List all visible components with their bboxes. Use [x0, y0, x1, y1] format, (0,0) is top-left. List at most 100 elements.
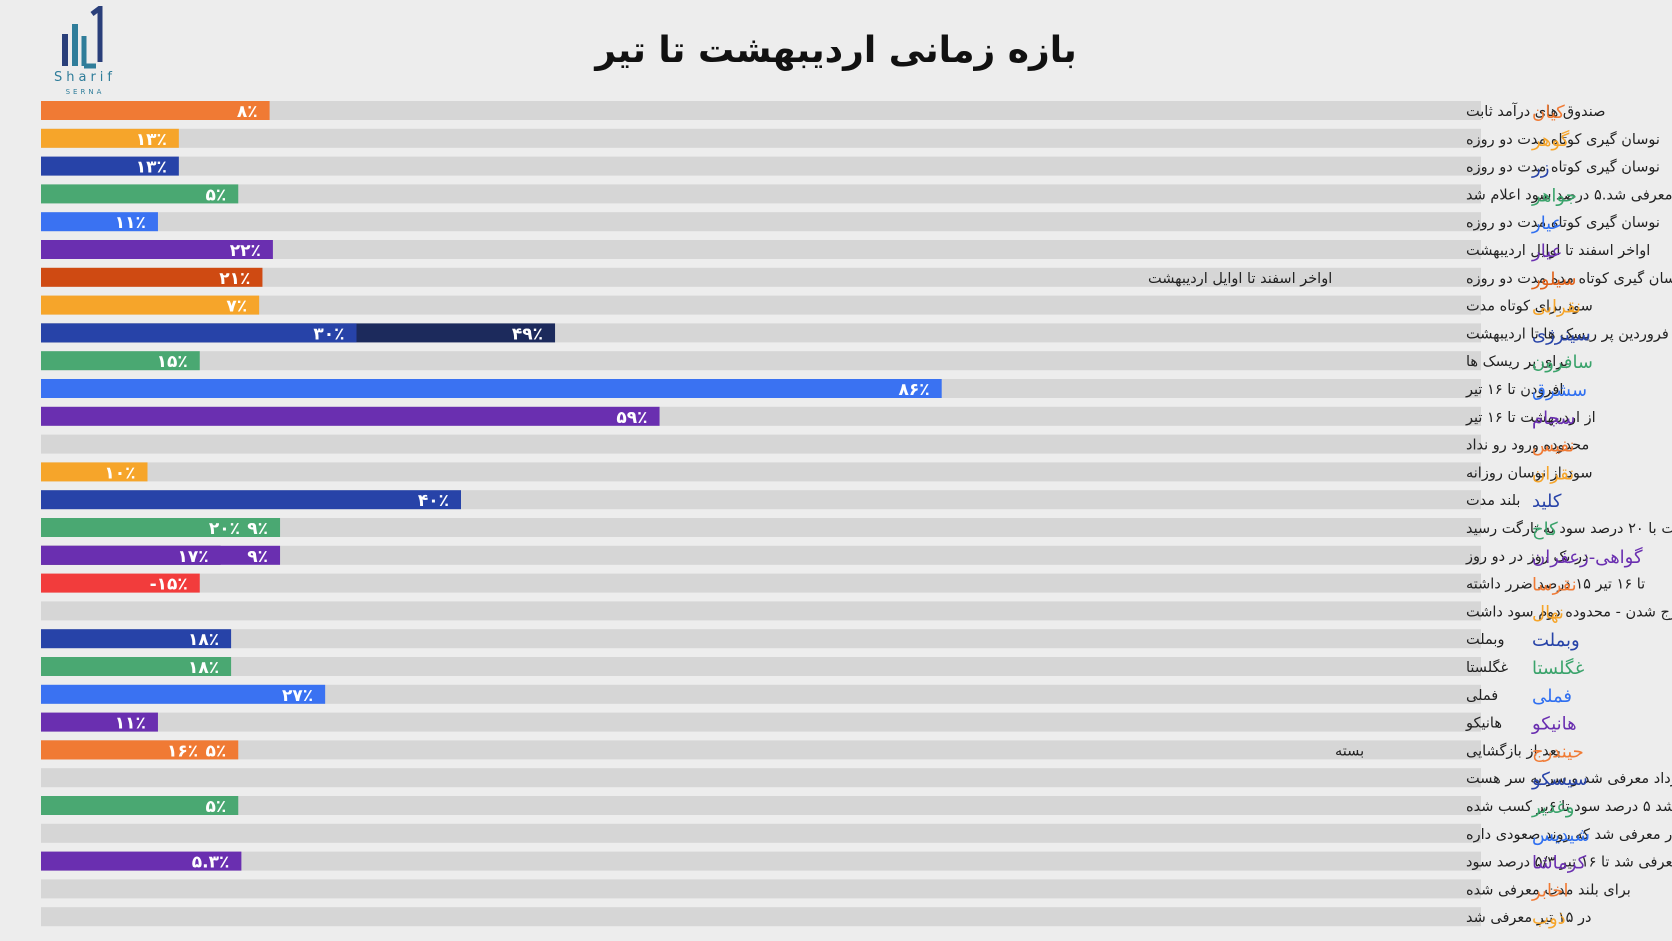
category-label: عیار [1531, 213, 1562, 234]
row-description-secondary: بسته [1335, 743, 1364, 759]
bar-value-label: ۱۱٪ [115, 714, 146, 734]
bar [41, 184, 239, 204]
bar [41, 684, 326, 704]
bar [41, 462, 148, 482]
category-label: کلید [1532, 491, 1562, 512]
row-description: کم ریسک ها سریع سر خارج شدن - محدوده دوم… [1466, 604, 1672, 621]
bar [41, 545, 281, 565]
bar-track [41, 851, 1481, 871]
row-description: افرودن تا ۱۶ تیر [1465, 382, 1563, 398]
category-label: غگلستا [1532, 657, 1584, 679]
row-description: در وبینار ۹ تیر معرفی شد تا ۱۶ تیر ۵/۳ د… [1466, 855, 1672, 871]
bar-track [41, 684, 1481, 704]
bar-value-label: ۵٪ [205, 741, 226, 761]
bar [41, 101, 270, 120]
bar [41, 128, 179, 148]
bar-track [41, 907, 1481, 927]
bar-track [41, 601, 1481, 621]
category-label: ذوب [1532, 908, 1566, 929]
row-description: از اردیبهشت تا ۱۶ تیر [1465, 410, 1596, 426]
bar-track [41, 156, 1481, 176]
row-description: غگلستا [1466, 659, 1509, 676]
category-label: شیدیس [1532, 825, 1590, 846]
category-label: نفیس [1532, 436, 1575, 457]
row-description: هانیکو [1465, 716, 1502, 732]
bar [41, 406, 660, 426]
category-label: سینرژی [1532, 324, 1591, 345]
bar [41, 267, 263, 287]
bar-value-label: ۲۷٪ [282, 686, 313, 706]
brand-name: Sharif [54, 70, 116, 85]
bar-value-label: -۱۵٪ [150, 575, 188, 595]
sharif-logo: Sharif SERNA [40, 3, 130, 96]
bar-track [41, 351, 1481, 371]
category-label: فملی [1532, 686, 1572, 707]
bar-track [41, 295, 1481, 315]
row-description: نوسان گیری کوتاه مدت دو روزه [1466, 214, 1660, 231]
category-label: کاخ [1532, 519, 1558, 540]
bar-track [41, 740, 1481, 760]
category-label: گوهر [1531, 129, 1570, 151]
category-label: وبملت [1532, 630, 1580, 651]
bar-track [41, 240, 1481, 259]
bar-track [41, 184, 1481, 204]
bar-track [41, 796, 1481, 815]
category-label: جواهر [1531, 185, 1577, 206]
bar-value-label: ۸٪ [237, 102, 258, 122]
bar [41, 712, 158, 732]
bar [41, 240, 273, 259]
row-description: محدوده ورود رو نداد [1466, 438, 1589, 454]
bar-track [41, 768, 1481, 788]
row-description: در ۱۵ تیر معرفی شد [1466, 910, 1591, 926]
row-description: ۱۶ اردیبهشت معرفی شد در ۱۳ اردیبهشت ۹ در… [1466, 520, 1672, 537]
category-label: سشرق [1532, 380, 1587, 401]
row-description: وبملت [1466, 632, 1504, 648]
bar-value-label: ۷٪ [226, 297, 247, 317]
row-description: نوسان گیری کوتاه مدت دو روزه [1466, 159, 1660, 176]
bar-value-label: ۱۶٪ [167, 741, 198, 761]
category-label: گواهی-زعفران [1532, 546, 1643, 568]
bar-value-label: ۱۵٪ [157, 352, 188, 372]
category-label: سافرون [1532, 352, 1593, 373]
bar [41, 657, 232, 676]
row-description: فروردین تا ۲۴ فروردین پر ریسک ها تا اردی… [1466, 326, 1672, 342]
category-label: نقران [1532, 463, 1574, 484]
category-label: حیندرج [1532, 741, 1584, 762]
category-label: اخابر [1531, 880, 1569, 901]
bar-track [41, 823, 1481, 843]
category-label: زر [1531, 158, 1549, 179]
row-description-secondary: اواخر اسفند تا اوایل اردیبهشت [1148, 271, 1332, 287]
bar-track [41, 267, 1481, 287]
bar [41, 573, 200, 593]
row-description: اواخر اسفند تا اوایل اردیبهشت [1466, 243, 1650, 259]
bar [41, 379, 942, 398]
row-description: نوسان گیری کوتاه مدت دو روزه [1466, 131, 1660, 148]
category-label: عیار [1531, 241, 1562, 262]
category-label: نهال [1532, 602, 1564, 623]
bar-track [41, 518, 1481, 537]
bar [41, 518, 281, 537]
bar-track [41, 712, 1481, 732]
bar [41, 490, 461, 510]
bar [41, 212, 158, 232]
bar-value-label: ۱۳٪ [136, 130, 167, 150]
bar-value-label: ۵.۳٪ [192, 853, 230, 873]
bar [41, 851, 242, 871]
bar [41, 156, 179, 176]
category-label: نقرسا [1532, 575, 1577, 596]
bar-value-label: ۱۸٪ [188, 630, 219, 650]
bar-value-label: ۲۲٪ [230, 241, 261, 261]
bar-value-label: ۹٪ [247, 519, 268, 539]
bar-value-label: ۲۰٪ [209, 519, 240, 539]
bar-track [41, 879, 1481, 899]
category-label: کیان [1532, 102, 1565, 123]
bar-value-label: ۱۷٪ [178, 547, 209, 567]
row-description: در ۱۹ تیر در وبینار معرفی شد که روند صعو… [1466, 827, 1672, 843]
bar-track [41, 545, 1481, 565]
bar-track [41, 573, 1481, 593]
bar-track [41, 101, 1481, 120]
bar [41, 295, 260, 315]
bar-value-label: ۵۹٪ [616, 408, 647, 428]
bar [41, 323, 357, 343]
category-label: سیلور [1531, 269, 1576, 290]
